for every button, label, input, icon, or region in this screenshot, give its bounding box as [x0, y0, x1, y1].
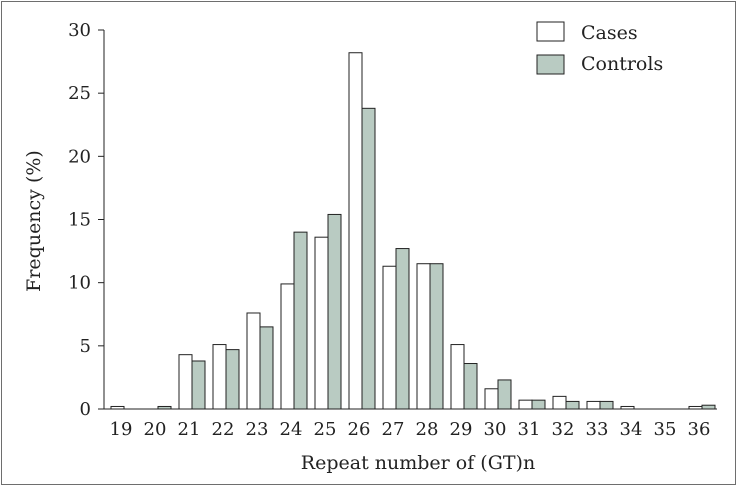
legend-label-controls: Controls: [581, 53, 663, 75]
x-tick-label: 32: [552, 419, 575, 440]
bar-controls-29: [463, 363, 478, 410]
x-tick-label: 21: [178, 419, 201, 440]
bar-cases-29: [450, 344, 465, 410]
x-tick-label: 22: [212, 419, 235, 440]
bar-controls-28: [429, 263, 444, 410]
bar-controls-24: [293, 231, 308, 410]
bar-cases-32: [552, 395, 567, 410]
bar-cases-30: [484, 388, 499, 410]
bar-cases-28: [416, 263, 431, 410]
bar-controls-22: [225, 349, 240, 410]
x-tick-label: 34: [620, 419, 643, 440]
bar-controls-25: [327, 213, 342, 410]
bar-cases-24: [280, 283, 295, 410]
y-tick-label: 30: [68, 20, 91, 41]
x-tick-label: 19: [110, 419, 133, 440]
x-tick-label: 35: [654, 419, 677, 440]
bar-controls-33: [599, 400, 614, 410]
y-axis-title: Frequency (%): [23, 150, 45, 292]
bar-controls-26: [361, 107, 376, 410]
axes-group: 0 5 10 15 20 25 30 19 20 21 22 23 24 25 26 27 28 29 30 31 32…: [68, 20, 717, 440]
bars-group: [110, 52, 716, 410]
bar-controls-27: [395, 248, 410, 410]
bar-cases-26: [348, 52, 363, 410]
bar-controls-31: [531, 399, 546, 410]
x-tick-label: 27: [382, 419, 405, 440]
bar-controls-36: [701, 404, 716, 410]
x-tick-label: 31: [518, 419, 541, 440]
bar-controls-30: [497, 379, 512, 410]
bar-cases-22: [212, 344, 227, 410]
x-tick-label: 29: [450, 419, 473, 440]
y-tick-label: 0: [80, 399, 91, 420]
legend-swatch-cases: [536, 21, 565, 42]
bar-controls-21: [191, 360, 206, 410]
y-tick-label: 5: [80, 336, 91, 357]
x-tick-label: 23: [246, 419, 269, 440]
bar-cases-33: [586, 400, 601, 410]
x-tick-label: 33: [586, 419, 609, 440]
y-tick-label: 15: [68, 210, 91, 231]
x-tick-label: 26: [348, 419, 371, 440]
bar-cases-31: [518, 399, 533, 410]
bar-controls-32: [565, 400, 580, 410]
y-tick-label: 25: [68, 83, 91, 104]
bar-cases-21: [178, 354, 193, 410]
x-tick-label: 36: [688, 419, 711, 440]
x-tick-label: 25: [314, 419, 337, 440]
x-tick-label: 30: [484, 419, 507, 440]
x-tick-label: 24: [280, 419, 303, 440]
x-tick-label: 20: [144, 419, 167, 440]
bar-cases-25: [314, 236, 329, 410]
bar-controls-23: [259, 326, 274, 410]
x-tick-label: 28: [416, 419, 439, 440]
y-tick-label: 10: [68, 273, 91, 294]
legend: Cases Controls: [536, 21, 663, 75]
legend-swatch-controls: [536, 54, 565, 75]
legend-label-cases: Cases: [581, 22, 638, 44]
x-axis-title: Repeat number of (GT)n: [301, 452, 535, 474]
bar-cases-23: [246, 312, 261, 410]
bar-cases-27: [382, 265, 397, 410]
y-tick-label: 20: [68, 146, 91, 167]
